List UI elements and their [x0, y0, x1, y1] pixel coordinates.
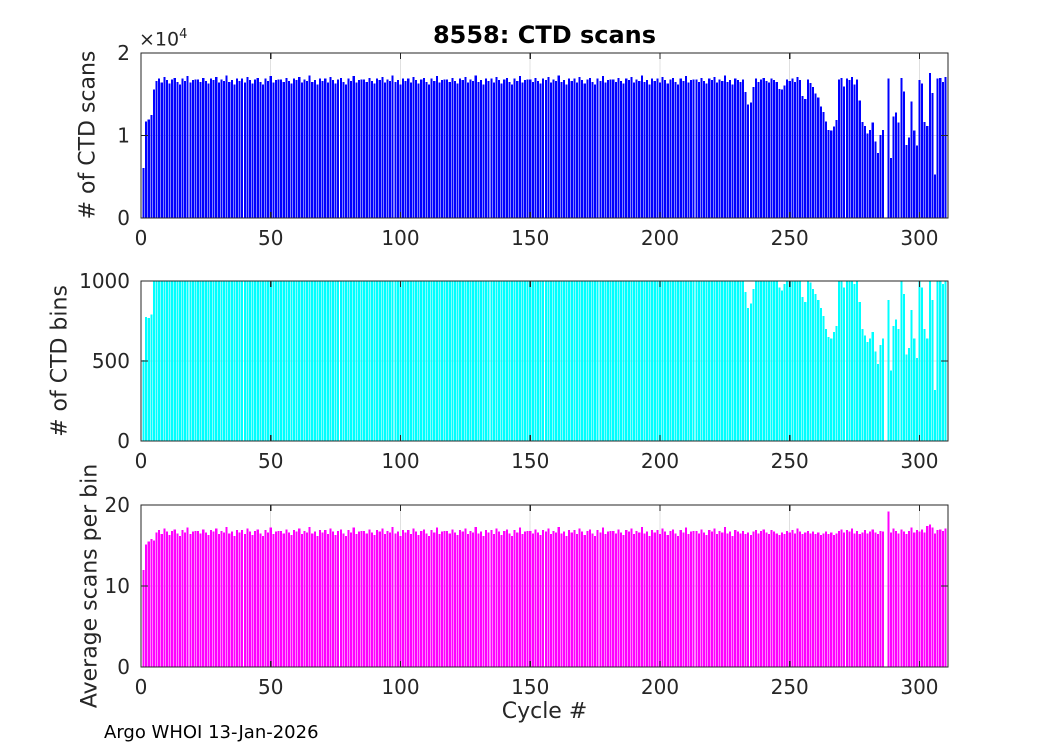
x-tick-label: 100 [381, 449, 419, 473]
exponent-power: 4 [179, 27, 188, 42]
x-tick-label: 0 [135, 675, 148, 699]
tick-marks [140, 52, 948, 219]
y-tick-label: 1 [117, 124, 130, 148]
y-axis-label-bins: # of CTD bins [47, 285, 73, 437]
x-tick-label: 50 [258, 226, 283, 250]
tick-labels: 0 50 100 150 200 250 300 0 1 2 [117, 41, 938, 250]
x-tick-label: 200 [641, 675, 679, 699]
x-tick-label: 300 [900, 675, 938, 699]
y-tick-label: 0 [117, 655, 130, 679]
y-tick-label: 0 [117, 429, 130, 453]
y-axis-exponent: ×104 [139, 27, 187, 50]
x-tick-label: 250 [771, 226, 809, 250]
x-axis-label: Cycle # [501, 699, 588, 724]
y-axis-label-average: Average scans per bin [77, 463, 103, 709]
x-tick-label: 50 [258, 449, 283, 473]
y-tick-label: 0 [117, 206, 130, 230]
exponent-base: ×10 [139, 28, 180, 51]
subplot-2: 0 50 100 150 200 250 300 0 10 20 [105, 493, 949, 699]
x-tick-label: 0 [135, 449, 148, 473]
x-tick-label: 50 [258, 675, 283, 699]
x-tick-label: 300 [900, 226, 938, 250]
y-tick-label: 10 [105, 574, 130, 598]
y-tick-label: 1000 [79, 269, 130, 293]
y-tick-label: 2 [117, 41, 130, 65]
x-tick-label: 100 [381, 226, 419, 250]
x-tick-label: 150 [511, 226, 549, 250]
tick-labels: 0 50 100 150 200 250 300 0 500 1000 [79, 269, 938, 473]
chart-title: 8558: CTD scans [432, 21, 657, 49]
x-tick-label: 200 [641, 226, 679, 250]
y-tick-label: 20 [105, 493, 130, 517]
tick-marks [140, 280, 948, 442]
bars-series [142, 281, 947, 441]
y-tick-label: 500 [92, 349, 130, 373]
footer-annotation: Argo WHOI 13-Jan-2026 [104, 722, 319, 743]
x-tick-label: 250 [771, 675, 809, 699]
x-tick-label: 250 [771, 449, 809, 473]
tick-labels: 0 50 100 150 200 250 300 0 10 20 [105, 493, 939, 699]
x-tick-label: 150 [511, 449, 549, 473]
x-tick-label: 0 [135, 226, 148, 250]
tick-marks [140, 504, 948, 668]
x-tick-label: 100 [381, 675, 419, 699]
x-tick-label: 200 [641, 449, 679, 473]
subplot-0: 0 50 100 150 200 250 300 0 1 2 [117, 41, 949, 250]
x-tick-label: 300 [900, 449, 938, 473]
x-tick-label: 150 [511, 675, 549, 699]
bars-series [142, 72, 947, 219]
bars-series [142, 511, 947, 667]
y-axis-label-scans: # of CTD scans [75, 50, 101, 220]
subplot-1: 0 50 100 150 200 250 300 0 500 1000 [79, 269, 949, 473]
